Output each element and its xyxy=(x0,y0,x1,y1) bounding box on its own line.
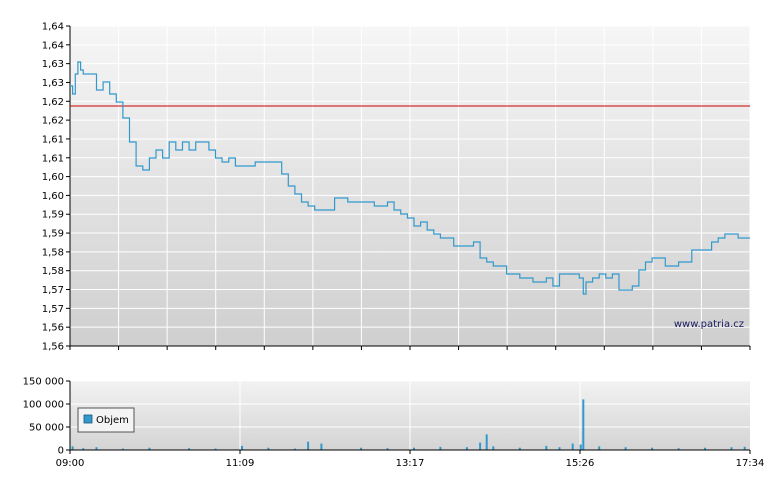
volume-bar xyxy=(485,434,488,450)
price-y-tick-label: 1,56 xyxy=(42,323,64,334)
volume-bar xyxy=(121,448,124,450)
price-y-tick-label: 1,60 xyxy=(42,172,64,183)
volume-bar xyxy=(579,444,582,450)
volume-bar xyxy=(293,448,296,450)
legend-box xyxy=(77,407,135,433)
volume-bar xyxy=(558,447,561,450)
volume-legend: Objem xyxy=(77,407,135,433)
volume-bar xyxy=(571,443,574,450)
volume-bar xyxy=(307,441,310,450)
volume-bar xyxy=(188,448,191,450)
volume-x-tick-label: 17:34 xyxy=(736,458,765,469)
watermark: www.patria.cz xyxy=(674,319,744,330)
volume-bar xyxy=(465,447,468,450)
price-y-tick-label: 1,63 xyxy=(42,59,64,70)
volume-x-tick-label: 09:00 xyxy=(56,458,85,469)
volume-bar xyxy=(320,443,323,450)
volume-bar xyxy=(677,448,680,450)
volume-bar xyxy=(413,447,415,450)
volume-bar xyxy=(582,399,585,450)
volume-y-axis: 0 50 000 100 000 150 000 xyxy=(23,377,71,457)
volume-bar xyxy=(598,446,601,450)
price-y-tick-label: 1,62 xyxy=(42,116,64,127)
volume-x-tick-label: 15:26 xyxy=(566,458,595,469)
volume-bar xyxy=(95,447,98,450)
price-x-ticks xyxy=(69,346,751,350)
price-y-tick-label: 1,57 xyxy=(42,304,64,315)
volume-bar xyxy=(267,447,270,450)
volume-bar xyxy=(360,447,363,450)
volume-bar xyxy=(518,447,521,450)
volume-bar xyxy=(214,448,217,450)
price-y-tick-label: 1,58 xyxy=(42,266,64,277)
volume-bar xyxy=(704,447,706,450)
price-y-tick-label: 1,64 xyxy=(42,22,64,33)
price-y-tick-label: 1,57 xyxy=(42,285,64,296)
price-y-tick-label: 1,60 xyxy=(42,191,64,202)
price-y-tick-label: 1,59 xyxy=(42,229,64,240)
price-y-tick-label: 1,63 xyxy=(42,78,64,89)
price-y-tick-label: 1,64 xyxy=(42,40,64,51)
volume-bar xyxy=(730,447,733,450)
volume-bar xyxy=(71,446,74,450)
volume-bar xyxy=(624,447,627,450)
price-y-tick-label: 1,56 xyxy=(42,342,64,353)
price-panel: 1,56 1,56 1,57 1,57 1,58 1,58 1,59 1,59 1,60 1,60… xyxy=(42,22,751,353)
volume-bar xyxy=(82,448,85,450)
volume-bar xyxy=(492,446,495,450)
volume-bar xyxy=(479,442,482,450)
volume-x-tick-label: 13:17 xyxy=(396,458,425,469)
volume-y-tick-label: 0 xyxy=(58,446,64,457)
volume-bar xyxy=(743,446,746,450)
price-series-line xyxy=(70,61,750,295)
volume-x-axis: 09:00 11:09 13:17 15:26 17:34 xyxy=(56,450,765,469)
volume-y-tick-label: 150 000 xyxy=(23,377,64,388)
volume-y-tick-label: 100 000 xyxy=(23,400,64,411)
volume-bar xyxy=(651,447,654,450)
price-y-axis: 1,56 1,56 1,57 1,57 1,58 1,58 1,59 1,59 1,60 1,60… xyxy=(42,22,71,353)
price-y-tick-label: 1,59 xyxy=(42,210,64,221)
volume-bars xyxy=(71,399,746,450)
volume-panel: 0 50 000 100 000 150 000 09:00 11:09 13:17 15:… xyxy=(23,377,765,470)
volume-y-tick-label: 50 000 xyxy=(29,423,64,434)
price-y-tick-label: 1,61 xyxy=(42,134,64,145)
price-y-tick-label: 1,58 xyxy=(42,247,64,258)
volume-x-tick-label: 11:09 xyxy=(226,458,255,469)
volume-bar xyxy=(148,447,151,450)
volume-bar xyxy=(241,445,243,450)
volume-bar xyxy=(439,446,442,450)
price-y-tick-label: 1,62 xyxy=(42,97,64,108)
legend-label: Objem xyxy=(96,415,129,426)
price-grid xyxy=(69,25,751,347)
volume-bar xyxy=(386,448,389,450)
volume-bar xyxy=(545,445,548,450)
legend-swatch xyxy=(83,414,93,424)
price-y-tick-label: 1,61 xyxy=(42,153,64,164)
